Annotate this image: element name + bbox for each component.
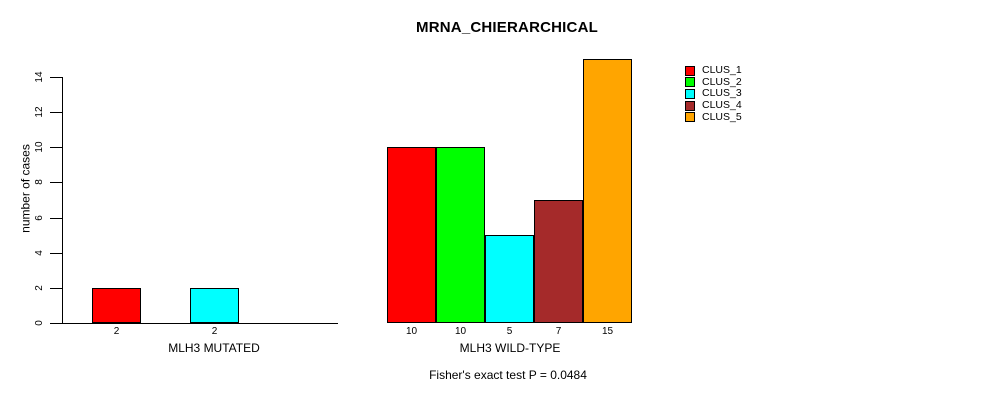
bar-value-label: 10 — [405, 326, 418, 337]
legend-swatch-clus_5 — [685, 112, 695, 123]
bar-clus_1 — [92, 287, 141, 323]
legend-label: CLUS_4 — [702, 99, 742, 112]
y-tick-mark — [50, 182, 62, 184]
fisher-test-annotation: Fisher's exact test P = 0.0484 — [429, 368, 587, 382]
x-axis-baseline — [62, 323, 338, 324]
y-tick-mark — [50, 112, 62, 114]
group-label-mlh3-mutated: MLH3 MUTATED — [168, 341, 260, 355]
y-tick-mark — [50, 287, 62, 289]
bar-value-label: 2 — [211, 326, 218, 337]
bar-clus_3 — [190, 287, 239, 323]
legend-item: CLUS_1 — [685, 65, 742, 76]
y-axis-line — [62, 77, 63, 324]
y-tick-mark — [50, 147, 62, 149]
bar-value-label: 10 — [454, 326, 467, 337]
bar-clus_4 — [534, 200, 583, 323]
y-tick-mark — [50, 323, 62, 324]
legend-label: CLUS_2 — [702, 75, 742, 88]
bar-value-label: 5 — [506, 326, 513, 337]
legend-label: CLUS_1 — [702, 64, 742, 76]
y-tick-label: 6 — [34, 214, 45, 221]
legend-item: CLUS_3 — [685, 88, 742, 99]
y-tick-label: 10 — [34, 141, 45, 153]
y-tick-mark — [50, 252, 62, 254]
bar-clus_1 — [387, 147, 436, 323]
legend-swatch-clus_1 — [685, 65, 695, 76]
y-tick-label: 12 — [34, 106, 45, 118]
bar-value-label: 7 — [555, 326, 562, 337]
y-tick-label: 0 — [34, 320, 45, 326]
y-axis-label: number of cases — [18, 144, 33, 233]
y-tick-mark — [50, 77, 62, 79]
legend-item: CLUS_4 — [685, 100, 742, 111]
y-tick-label: 14 — [34, 71, 45, 83]
legend-label: CLUS_5 — [702, 110, 742, 123]
legend-swatch-clus_4 — [685, 100, 695, 111]
y-tick-label: 4 — [34, 249, 45, 256]
bar-value-label: 15 — [601, 326, 614, 337]
legend-item: CLUS_5 — [685, 110, 742, 123]
bar-value-label: 2 — [113, 326, 120, 337]
group-label-mlh3-wild-type: MLH3 WILD-TYPE — [459, 341, 561, 355]
bar-clus_3 — [485, 235, 534, 323]
y-tick-mark — [50, 217, 62, 219]
chart-title: MRNA_CHIERARCHICAL — [416, 19, 598, 36]
legend-swatch-clus_3 — [685, 88, 695, 99]
legend-item: CLUS_2 — [685, 75, 742, 88]
bar-clus_2 — [436, 147, 485, 323]
legend-swatch-clus_2 — [685, 77, 695, 88]
bar-clus_5 — [583, 59, 632, 323]
y-tick-label: 2 — [34, 285, 45, 291]
y-tick-label: 8 — [34, 179, 45, 186]
legend-label: CLUS_3 — [702, 87, 742, 100]
